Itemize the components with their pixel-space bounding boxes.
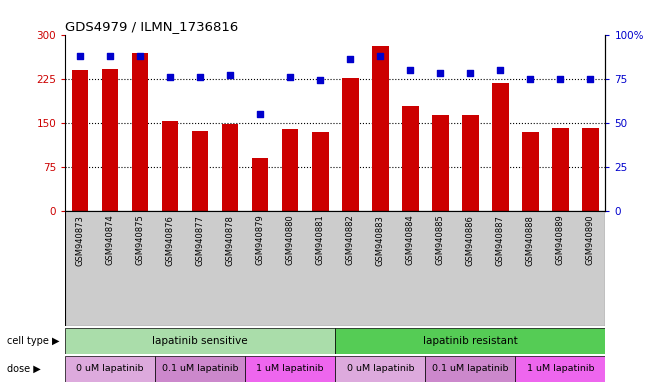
Bar xyxy=(432,115,449,211)
Bar xyxy=(102,69,118,211)
Bar xyxy=(65,356,155,382)
Text: 0.1 uM lapatinib: 0.1 uM lapatinib xyxy=(432,364,508,373)
Text: GSM940877: GSM940877 xyxy=(196,215,204,265)
Text: 1 uM lapatinib: 1 uM lapatinib xyxy=(527,364,594,373)
Point xyxy=(435,70,445,76)
Text: GSM940882: GSM940882 xyxy=(346,215,355,265)
Text: GSM940885: GSM940885 xyxy=(436,215,445,265)
Point xyxy=(165,74,175,80)
Point xyxy=(135,53,145,59)
Text: GSM940883: GSM940883 xyxy=(376,215,385,265)
Bar xyxy=(132,53,148,211)
Point xyxy=(465,70,475,76)
Point xyxy=(75,53,85,59)
Bar xyxy=(516,356,605,382)
Text: GDS4979 / ILMN_1736816: GDS4979 / ILMN_1736816 xyxy=(65,20,238,33)
Point xyxy=(195,74,206,80)
Point xyxy=(105,53,115,59)
Bar xyxy=(492,83,508,211)
Text: GSM940884: GSM940884 xyxy=(406,215,415,265)
Bar xyxy=(72,70,89,211)
Bar xyxy=(462,115,478,211)
Bar xyxy=(65,328,335,354)
Text: GSM940881: GSM940881 xyxy=(316,215,325,265)
Point xyxy=(375,53,385,59)
Point xyxy=(285,74,296,80)
Text: cell type ▶: cell type ▶ xyxy=(7,336,59,346)
Bar xyxy=(282,129,299,211)
Text: GSM940873: GSM940873 xyxy=(76,215,85,265)
Text: GSM940887: GSM940887 xyxy=(496,215,505,265)
Bar xyxy=(522,132,538,211)
Bar xyxy=(402,106,419,211)
Point xyxy=(495,67,506,73)
Bar xyxy=(252,158,268,211)
Text: 1 uM lapatinib: 1 uM lapatinib xyxy=(256,364,324,373)
Bar xyxy=(335,328,605,354)
Bar xyxy=(425,356,516,382)
Point xyxy=(225,72,236,78)
Point xyxy=(525,76,536,82)
Point xyxy=(345,56,355,62)
Bar xyxy=(245,356,335,382)
Text: 0 uM lapatinib: 0 uM lapatinib xyxy=(76,364,144,373)
Bar xyxy=(192,131,208,211)
Text: GSM940890: GSM940890 xyxy=(586,215,595,265)
Text: GSM940878: GSM940878 xyxy=(226,215,235,265)
Text: GSM940874: GSM940874 xyxy=(105,215,115,265)
Point xyxy=(555,76,566,82)
Text: GSM940880: GSM940880 xyxy=(286,215,295,265)
Text: GSM940875: GSM940875 xyxy=(135,215,145,265)
Text: GSM940886: GSM940886 xyxy=(466,215,475,265)
Text: GSM940876: GSM940876 xyxy=(165,215,174,265)
Text: lapatinib resistant: lapatinib resistant xyxy=(423,336,518,346)
Bar xyxy=(372,46,389,211)
Bar xyxy=(342,78,359,211)
Text: dose ▶: dose ▶ xyxy=(7,364,40,374)
Bar xyxy=(162,121,178,211)
Bar xyxy=(582,127,599,211)
Text: 0 uM lapatinib: 0 uM lapatinib xyxy=(346,364,414,373)
Point xyxy=(405,67,415,73)
Bar xyxy=(552,128,569,211)
Bar xyxy=(155,356,245,382)
Text: lapatinib sensitive: lapatinib sensitive xyxy=(152,336,248,346)
Text: GSM940879: GSM940879 xyxy=(256,215,265,265)
Text: GSM940889: GSM940889 xyxy=(556,215,565,265)
Bar xyxy=(222,124,238,211)
Text: GSM940888: GSM940888 xyxy=(526,215,535,265)
Point xyxy=(255,111,266,117)
Bar xyxy=(335,356,425,382)
Text: 0.1 uM lapatinib: 0.1 uM lapatinib xyxy=(162,364,238,373)
Bar xyxy=(65,211,605,326)
Point xyxy=(585,76,596,82)
Point xyxy=(315,78,326,84)
Bar xyxy=(312,132,329,211)
